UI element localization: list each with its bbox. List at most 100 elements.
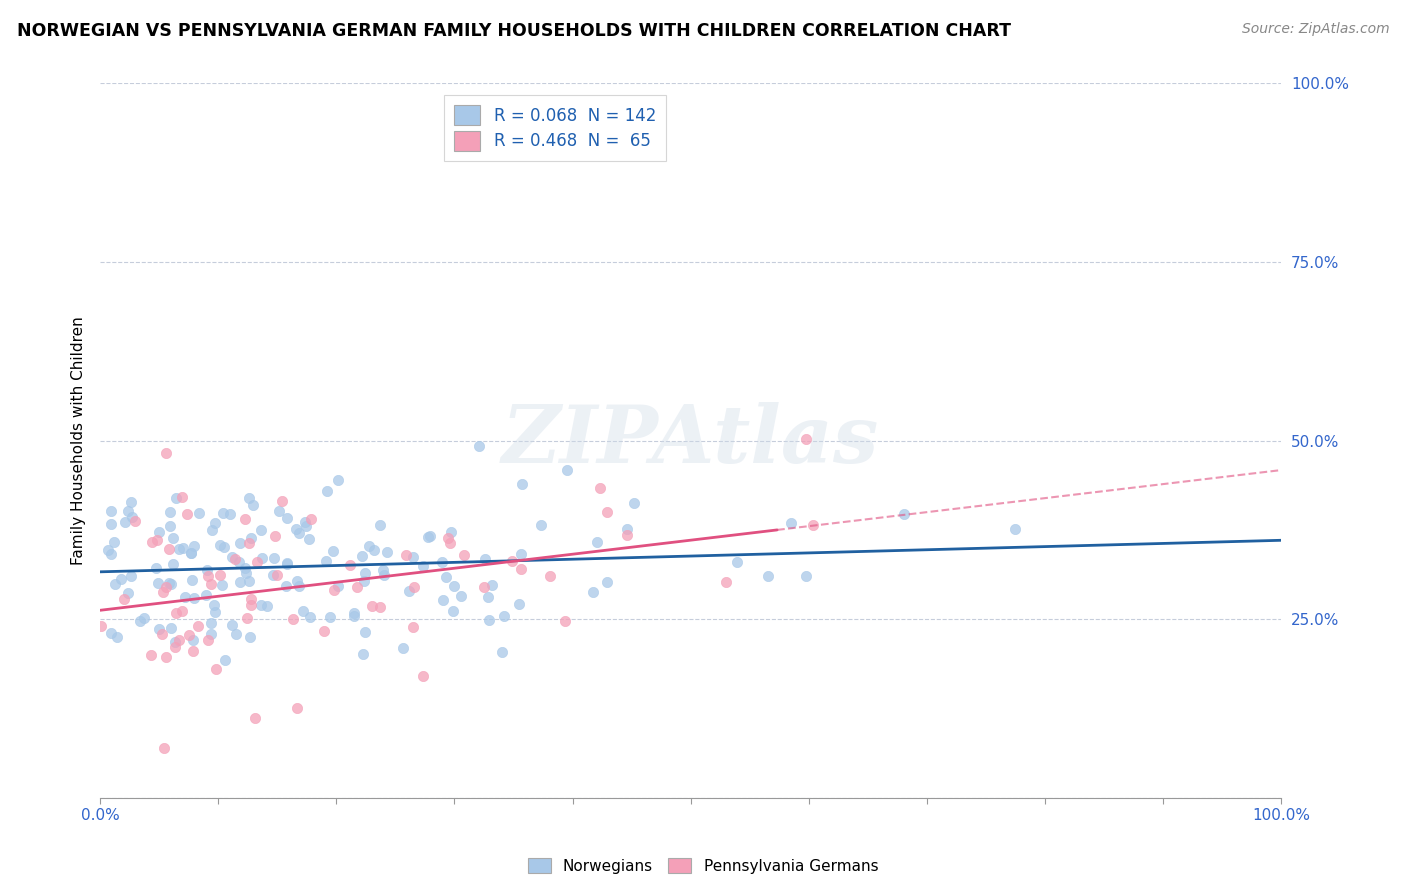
Point <box>114 515 136 529</box>
Point <box>508 598 530 612</box>
Point <box>276 556 298 570</box>
Point <box>288 579 311 593</box>
Point <box>235 566 257 580</box>
Point <box>314 624 336 638</box>
Point <box>221 550 243 565</box>
Point <box>794 433 817 447</box>
Point <box>169 633 191 648</box>
Point <box>200 577 222 591</box>
Point <box>472 580 495 594</box>
Point <box>252 550 274 565</box>
Point <box>893 507 915 521</box>
Point <box>453 548 475 562</box>
Point <box>146 575 169 590</box>
Point <box>239 630 262 644</box>
Point <box>157 541 180 556</box>
Point <box>315 554 337 568</box>
Point <box>468 439 491 453</box>
Point <box>250 598 273 612</box>
Point <box>412 558 434 573</box>
Point <box>285 574 308 588</box>
Point <box>780 516 803 530</box>
Point <box>204 605 226 619</box>
Point <box>596 574 619 589</box>
Point <box>100 626 122 640</box>
Point <box>412 669 434 683</box>
Point <box>229 536 252 550</box>
Point <box>319 610 342 624</box>
Point <box>229 575 252 590</box>
Point <box>391 641 413 656</box>
Point <box>271 494 294 508</box>
Point <box>200 616 222 631</box>
Point <box>441 604 464 618</box>
Point <box>155 446 177 460</box>
Point <box>581 585 603 599</box>
Point <box>236 610 259 624</box>
Point <box>436 532 458 546</box>
Point <box>1004 522 1026 536</box>
Point <box>801 518 824 533</box>
Point <box>155 649 177 664</box>
Point <box>180 546 202 560</box>
Point <box>214 653 236 667</box>
Point <box>197 633 219 648</box>
Point <box>148 524 170 539</box>
Point <box>162 531 184 545</box>
Point <box>97 542 120 557</box>
Point <box>361 599 384 613</box>
Point <box>162 557 184 571</box>
Point <box>402 549 425 564</box>
Point <box>225 627 247 641</box>
Point <box>402 620 425 634</box>
Point <box>183 539 205 553</box>
Point <box>112 592 135 607</box>
Point <box>100 504 122 518</box>
Point <box>477 614 499 628</box>
Point <box>180 573 202 587</box>
Point <box>368 600 391 615</box>
Point <box>510 562 533 576</box>
Point <box>368 518 391 533</box>
Point <box>208 537 231 551</box>
Legend: R = 0.068  N = 142, R = 0.468  N =  65: R = 0.068 N = 142, R = 0.468 N = 65 <box>444 95 666 161</box>
Point <box>395 548 418 562</box>
Point <box>211 578 233 592</box>
Point <box>245 710 267 724</box>
Point <box>169 541 191 556</box>
Point <box>148 622 170 636</box>
Point <box>343 609 366 624</box>
Point <box>239 532 262 546</box>
Point <box>373 568 395 582</box>
Point <box>160 576 183 591</box>
Point <box>263 550 285 565</box>
Point <box>165 606 187 620</box>
Point <box>200 627 222 641</box>
Point <box>201 523 224 537</box>
Point <box>150 627 173 641</box>
Point <box>298 532 321 546</box>
Text: Source: ZipAtlas.com: Source: ZipAtlas.com <box>1241 22 1389 37</box>
Point <box>501 554 523 568</box>
Point <box>352 647 374 661</box>
Point <box>120 495 142 509</box>
Point <box>238 535 260 549</box>
Point <box>103 535 125 549</box>
Point <box>233 560 256 574</box>
Point <box>557 463 579 477</box>
Point <box>292 604 315 618</box>
Point <box>623 496 645 510</box>
Point <box>100 547 122 561</box>
Point <box>725 555 748 569</box>
Point <box>152 584 174 599</box>
Point <box>186 619 208 633</box>
Point <box>474 552 496 566</box>
Point <box>262 567 284 582</box>
Point <box>343 606 366 620</box>
Point <box>183 633 205 648</box>
Point <box>589 481 612 495</box>
Point <box>328 473 350 487</box>
Point <box>794 568 817 582</box>
Point <box>250 523 273 537</box>
Point <box>170 604 193 618</box>
